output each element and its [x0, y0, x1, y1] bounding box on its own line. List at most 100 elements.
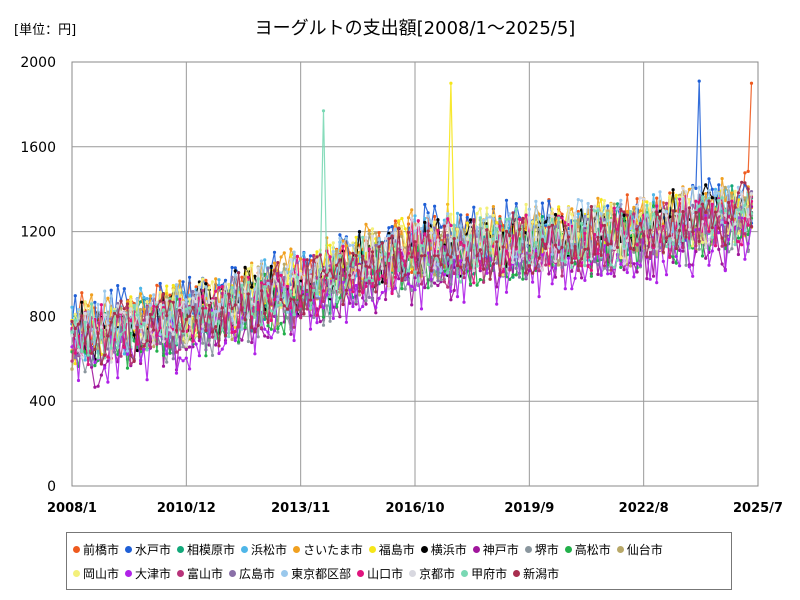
data-point: [331, 316, 335, 320]
data-point: [606, 272, 610, 276]
data-point: [475, 283, 479, 287]
data-point: [361, 274, 365, 278]
legend-marker-icon: [461, 569, 469, 577]
data-point: [403, 287, 407, 291]
data-point: [344, 320, 348, 324]
data-point: [586, 214, 590, 218]
data-point: [504, 198, 509, 202]
data-point: [161, 306, 166, 310]
data-point: [188, 306, 192, 310]
data-point: [410, 216, 414, 220]
data-point: [635, 270, 639, 274]
data-point: [377, 277, 381, 281]
data-point: [566, 235, 571, 239]
data-point: [531, 220, 535, 224]
data-point: [472, 245, 476, 249]
data-point: [723, 269, 727, 273]
legend-marker-icon: [229, 569, 237, 577]
data-point: [606, 204, 610, 208]
data-point: [642, 249, 646, 253]
data-point: [580, 257, 584, 261]
data-point: [599, 224, 603, 228]
data-point: [406, 251, 411, 255]
data-point: [580, 276, 584, 280]
data-point: [606, 209, 610, 213]
data-point: [318, 320, 322, 324]
data-point: [596, 272, 600, 276]
data-point: [433, 226, 437, 230]
data-point: [237, 271, 241, 275]
data-point: [181, 300, 185, 304]
data-point: [517, 250, 522, 254]
data-point: [730, 247, 734, 251]
data-point: [410, 270, 414, 274]
data-point: [452, 288, 456, 292]
data-point: [406, 230, 411, 234]
series-layer: [70, 79, 754, 389]
data-point: [243, 289, 247, 294]
data-point: [70, 359, 74, 363]
data-point: [426, 229, 430, 233]
data-point: [553, 243, 558, 247]
data-point: [214, 343, 218, 347]
data-point: [671, 255, 675, 259]
data-point: [217, 286, 221, 290]
legend-label: 富山市: [187, 566, 224, 581]
data-point: [289, 270, 293, 274]
legend-item: 京都市: [409, 565, 455, 582]
data-point: [707, 263, 711, 267]
data-point: [419, 307, 424, 311]
data-point: [527, 207, 531, 211]
data-point: [553, 266, 558, 270]
data-point: [361, 235, 365, 239]
data-point: [315, 296, 319, 300]
legend-item: 大津市: [125, 565, 171, 582]
data-point: [727, 237, 731, 242]
legend-item: さいたま市: [293, 541, 363, 558]
data-point: [168, 328, 172, 332]
data-point: [573, 256, 577, 260]
data-point: [354, 254, 358, 258]
data-point: [191, 305, 195, 309]
data-point: [214, 336, 218, 340]
data-point: [93, 385, 97, 389]
data-point: [449, 298, 453, 302]
legend: 前橋市 水戸市 相模原市 浜松市 さいたま市 福島市 横浜市 神戸市 堺市 高松市 仙台市 岡山市大…: [66, 532, 732, 590]
legend-label: 堺市: [534, 542, 559, 557]
data-point: [697, 204, 701, 208]
data-point: [338, 296, 342, 300]
data-point: [387, 287, 391, 291]
data-point: [498, 231, 502, 235]
data-point: [112, 311, 117, 315]
data-point: [410, 208, 414, 212]
data-point: [717, 183, 721, 187]
data-point: [498, 220, 502, 224]
data-point: [312, 282, 316, 286]
data-point: [664, 273, 669, 277]
legend-item: 東京都区部: [281, 565, 351, 582]
data-point: [299, 257, 303, 261]
data-point: [527, 216, 531, 220]
data-point: [563, 221, 567, 225]
data-point: [207, 286, 211, 290]
data-point: [406, 269, 411, 273]
data-point: [237, 321, 241, 325]
data-point: [723, 185, 727, 189]
series-新潟市: [70, 180, 754, 366]
data-point: [132, 339, 136, 343]
data-point: [152, 293, 156, 297]
data-point: [380, 280, 384, 284]
data-point: [367, 232, 371, 236]
data-point: [250, 340, 254, 345]
data-point: [423, 220, 427, 224]
data-point: [743, 196, 747, 200]
data-point: [544, 249, 548, 253]
data-point: [517, 228, 522, 232]
data-point: [583, 264, 587, 268]
data-point: [602, 217, 607, 222]
data-point: [697, 185, 701, 189]
data-point: [158, 326, 162, 330]
legend-item: 高松市: [564, 541, 611, 558]
data-point: [125, 300, 130, 304]
data-point: [80, 355, 84, 359]
